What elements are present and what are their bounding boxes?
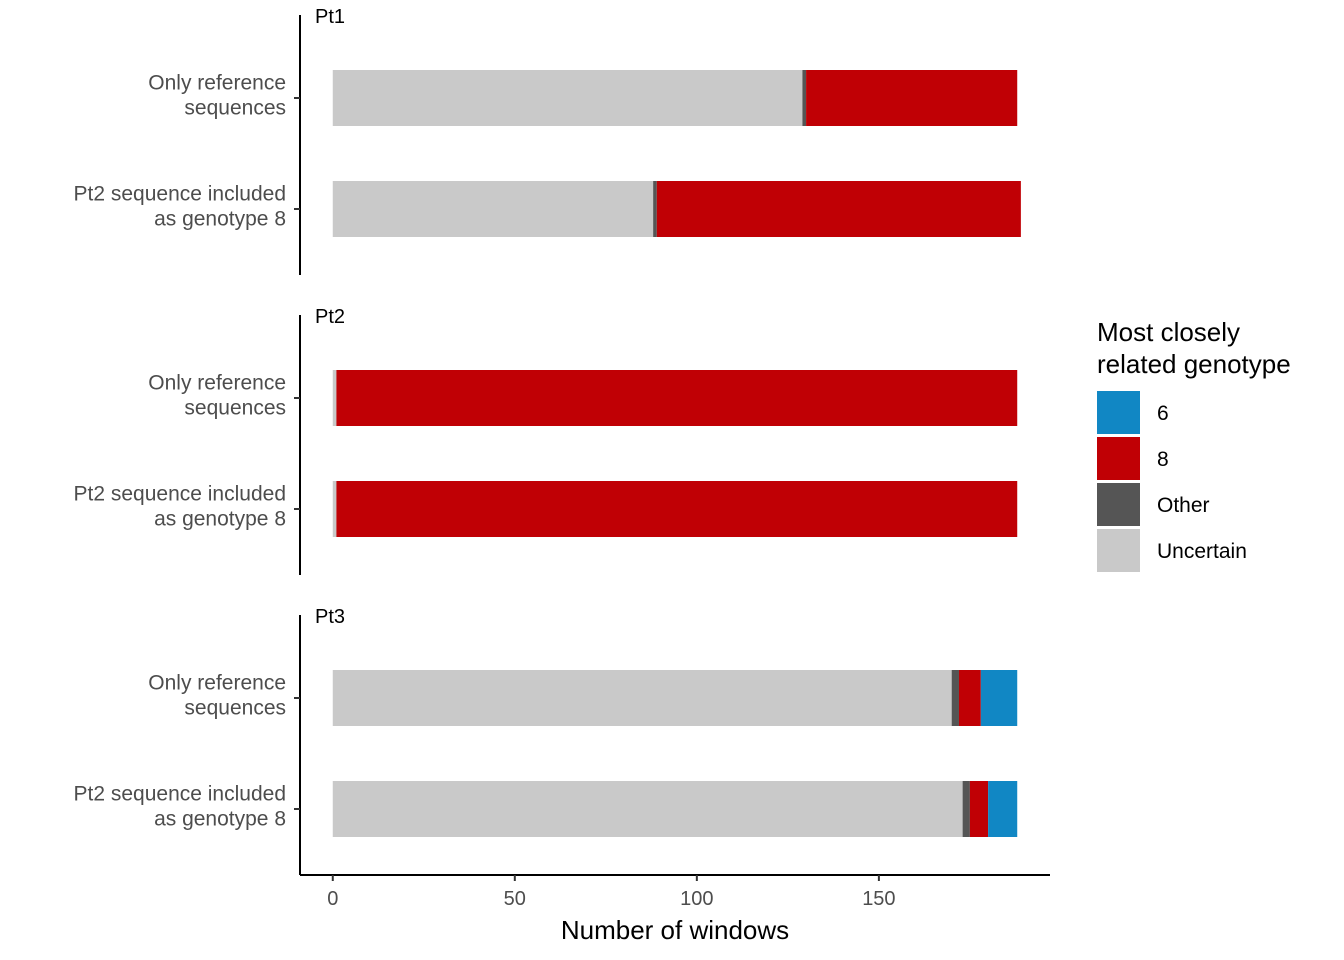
legend-item-uncertain: Uncertain — [1097, 529, 1247, 572]
x-tick-label: 50 — [504, 888, 526, 910]
legend-swatch — [1097, 483, 1140, 526]
legend-label: Uncertain — [1157, 540, 1247, 563]
legend-label: 6 — [1157, 402, 1169, 425]
x-tick-label: 150 — [862, 888, 895, 910]
legend-item-other: Other — [1097, 483, 1210, 526]
bar-segment-8 — [969, 781, 989, 837]
facet-title: Pt3 — [315, 606, 345, 628]
legend-title: Most closely related genotype — [1097, 317, 1291, 379]
facet-pt1: Pt1 Only reference sequences Pt2 sequence i… — [74, 6, 1021, 275]
x-tick-label: 0 — [327, 888, 338, 910]
legend-swatch — [1097, 391, 1140, 434]
legend-swatch — [1097, 437, 1140, 480]
bar-segment-8 — [806, 70, 1018, 126]
facet-title: Pt1 — [315, 6, 345, 28]
y-tick-label: Pt2 sequence included as genotype 8 — [74, 783, 287, 831]
bar-segment-uncertain — [332, 481, 337, 537]
bar-segment-uncertain — [332, 670, 952, 726]
bar-segment-uncertain — [332, 181, 654, 237]
facet-title: Pt2 — [315, 306, 345, 328]
bar-segment-8 — [336, 481, 1018, 537]
x-tick-label: 100 — [680, 888, 713, 910]
bar-segment-uncertain — [332, 781, 963, 837]
bar-segment-6 — [980, 670, 1018, 726]
bar-segment-uncertain — [332, 70, 803, 126]
facet-pt2: Pt2 Only reference sequences Pt2 sequence i… — [74, 306, 1018, 575]
legend-item-8: 8 — [1097, 437, 1169, 480]
bar-segment-other — [802, 70, 807, 126]
bar-segment-other — [951, 670, 959, 726]
bar-segment-other — [962, 781, 970, 837]
x-axis: 0 50 100 150 Number of windows — [300, 874, 1050, 945]
x-axis-title: Number of windows — [561, 915, 789, 945]
legend: Most closely related genotype 6 8 Other Uncer… — [1097, 317, 1291, 572]
facet-pt3: Pt3 Only reference sequences Pt2 sequence i… — [74, 606, 1018, 875]
legend-swatch — [1097, 529, 1140, 572]
bar-segment-6 — [988, 781, 1018, 837]
y-tick-label: Pt2 sequence included as genotype 8 — [74, 483, 287, 531]
bar-segment-other — [653, 181, 657, 237]
y-tick-label: Only reference sequences — [148, 72, 286, 120]
bar-segment-uncertain — [332, 370, 337, 426]
bar-segment-8 — [656, 181, 1021, 237]
legend-label: 8 — [1157, 448, 1169, 471]
legend-label: Other — [1157, 494, 1210, 517]
bar-segment-8 — [336, 370, 1018, 426]
y-tick-label: Pt2 sequence included as genotype 8 — [74, 183, 287, 231]
legend-item-6: 6 — [1097, 391, 1169, 434]
bar-segment-8 — [958, 670, 981, 726]
y-tick-label: Only reference sequences — [148, 372, 286, 420]
y-tick-label: Only reference sequences — [148, 672, 286, 720]
facet-panels: Pt1 Only reference sequences Pt2 sequence i… — [74, 6, 1021, 875]
